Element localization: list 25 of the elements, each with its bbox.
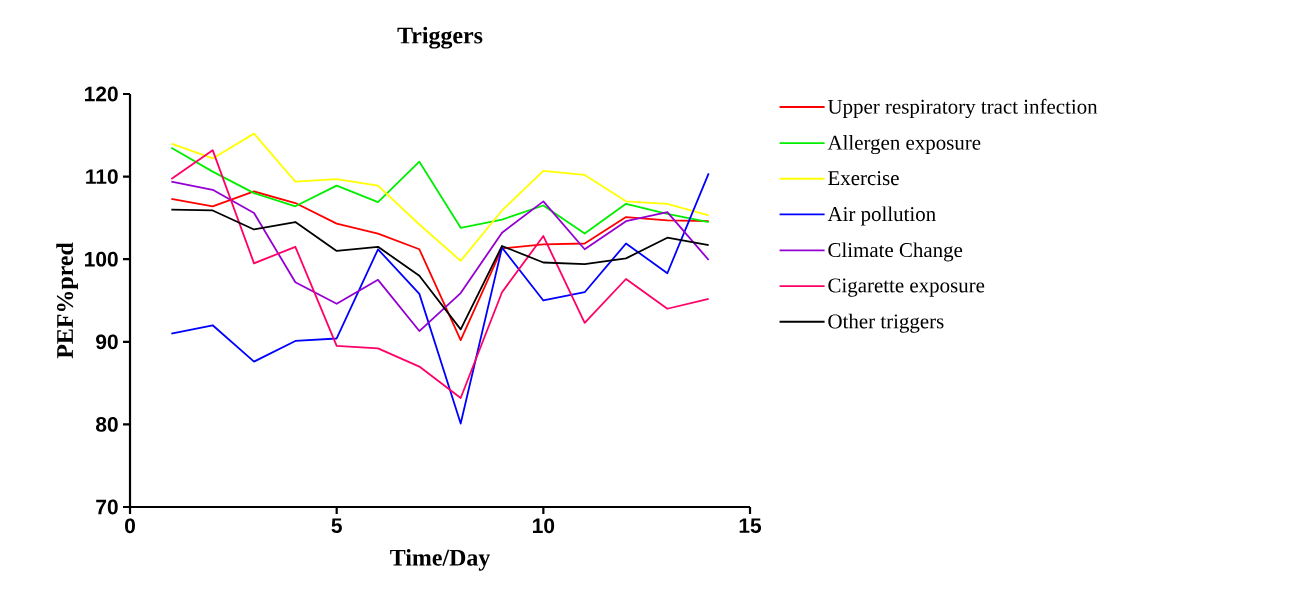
x-tick-label: 15 bbox=[739, 518, 762, 533]
chart-title: Triggers bbox=[397, 26, 483, 49]
y-tick-label: 110 bbox=[86, 169, 118, 184]
legend-label: Other triggers bbox=[828, 313, 944, 333]
x-tick-label: 5 bbox=[331, 518, 342, 533]
legend-label: Allergen exposure bbox=[827, 135, 981, 155]
legend-label: Air pollution bbox=[827, 206, 936, 226]
legend-label: Exercise bbox=[828, 171, 899, 186]
legend-label: Cigarette exposure bbox=[828, 278, 985, 297]
x-tick-label: 10 bbox=[533, 518, 555, 534]
x-axis-title: Time/Day bbox=[390, 548, 491, 571]
y-tick-label: 120 bbox=[85, 86, 118, 102]
line-series bbox=[170, 149, 710, 399]
y-axis-title: PEF%pred bbox=[56, 242, 78, 359]
y-tick-label: 90 bbox=[96, 334, 118, 350]
legend-label: Climate Change bbox=[828, 242, 963, 262]
line-series bbox=[170, 132, 710, 262]
line-series bbox=[170, 208, 710, 331]
y-tick-label: 80 bbox=[95, 416, 118, 432]
y-tick-label: 100 bbox=[85, 251, 118, 267]
x-tick-label: 0 bbox=[125, 518, 135, 534]
y-tick-label: 70 bbox=[96, 499, 118, 515]
line-series bbox=[170, 146, 710, 235]
line-series bbox=[170, 172, 710, 425]
legend-label: Upper respiratory tract infection bbox=[827, 98, 1098, 119]
